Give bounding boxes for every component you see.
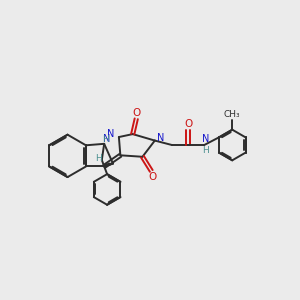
Text: N: N bbox=[157, 133, 164, 143]
Text: N: N bbox=[107, 129, 114, 139]
Text: H: H bbox=[202, 146, 209, 155]
Text: O: O bbox=[133, 108, 141, 118]
Text: O: O bbox=[148, 172, 157, 182]
Text: O: O bbox=[184, 119, 192, 129]
Text: H: H bbox=[103, 135, 109, 144]
Text: CH₃: CH₃ bbox=[224, 110, 241, 119]
Text: N: N bbox=[202, 134, 209, 144]
Text: H: H bbox=[95, 154, 102, 163]
Text: N: N bbox=[103, 134, 110, 144]
